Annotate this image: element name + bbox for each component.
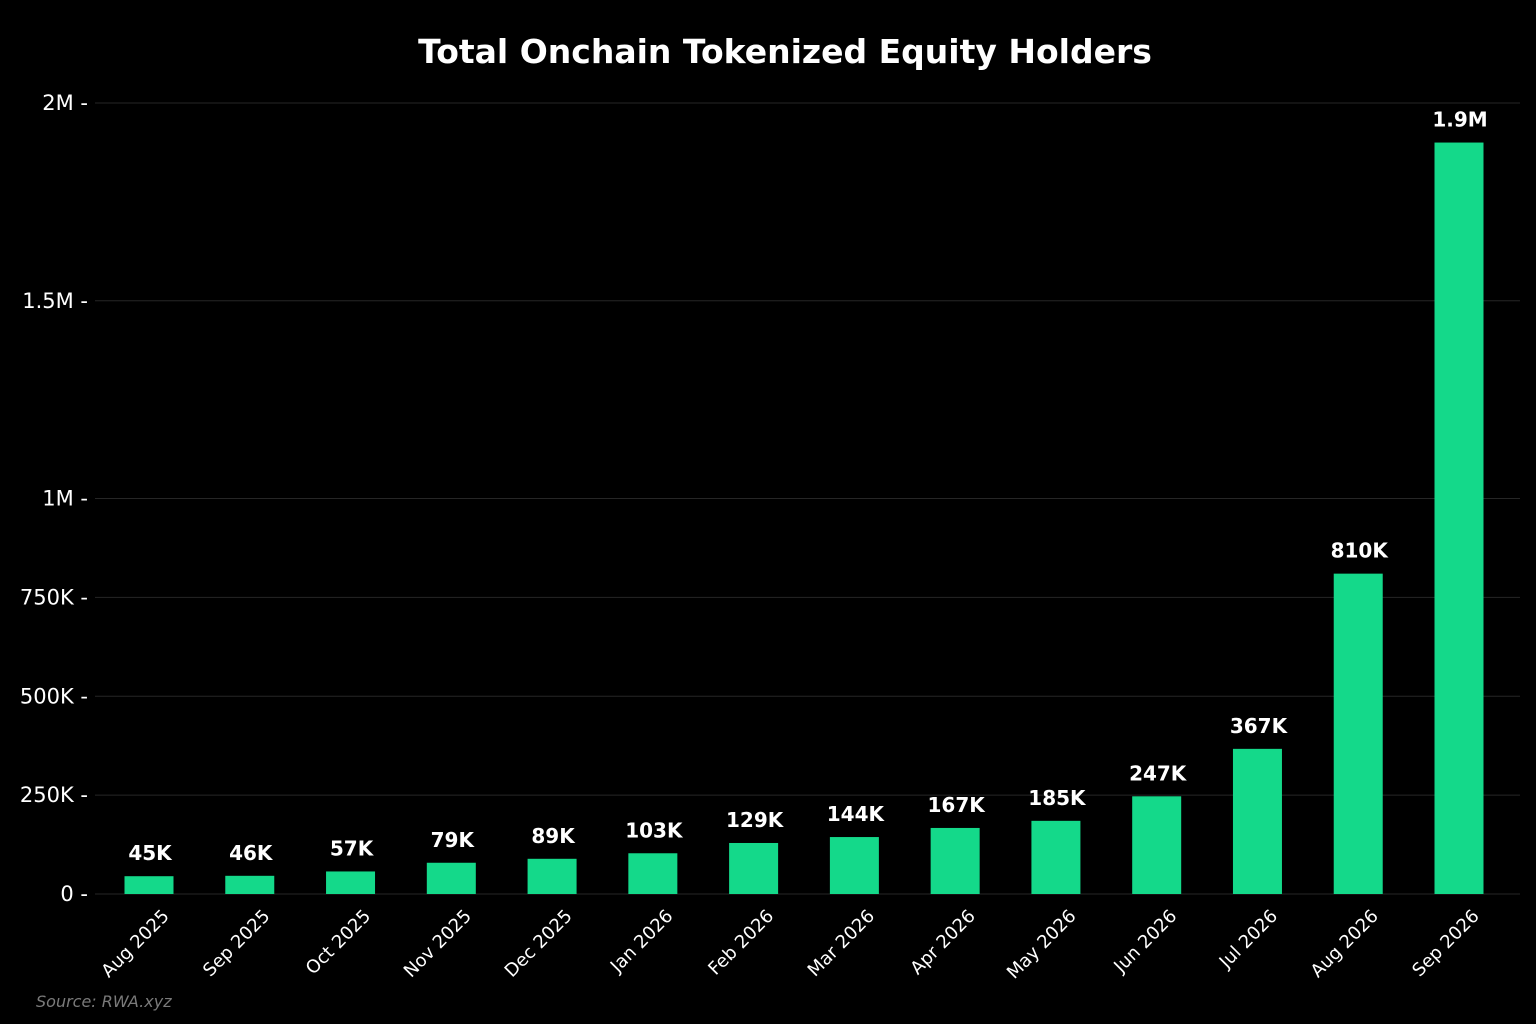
- x-tick-label: Jul 2026: [1215, 906, 1282, 973]
- x-tick-label: Sep 2026: [1408, 906, 1483, 981]
- x-tick-label: Aug 2026: [1307, 906, 1383, 982]
- x-tick-label: Dec 2025: [501, 906, 577, 982]
- bar: [326, 871, 376, 894]
- bar: [1031, 820, 1081, 894]
- y-tick-label: 750K -: [20, 585, 88, 609]
- y-tick-label: 250K -: [20, 783, 88, 807]
- x-tick-label: Sep 2025: [199, 906, 274, 981]
- x-tick-label: Feb 2026: [704, 906, 778, 980]
- bar-value-label: 103K: [625, 818, 684, 842]
- chart-title: Total Onchain Tokenized Equity Holders: [418, 32, 1152, 71]
- bar: [1333, 573, 1383, 894]
- x-tick-label: Jun 2026: [1109, 906, 1181, 978]
- bar-value-label: 367K: [1230, 714, 1289, 738]
- y-tick-label: 0 -: [60, 882, 88, 906]
- bar: [124, 876, 174, 894]
- x-tick-label: Aug 2025: [97, 906, 173, 982]
- bar-value-label: 247K: [1129, 761, 1188, 785]
- bar: [829, 837, 879, 894]
- bar-value-label: 185K: [1028, 786, 1087, 810]
- y-tick-label: 1.5M -: [22, 289, 88, 313]
- bar: [729, 842, 779, 894]
- y-tick-label: 500K -: [20, 684, 88, 708]
- bar-value-label: 57K: [330, 836, 375, 860]
- value-labels: 45K 46K 57K 79K 89K 103K 129K 144K 167K 185K 247K 3…: [128, 108, 1487, 866]
- bar-value-label: 79K: [431, 828, 476, 852]
- bar-value-label: 144K: [827, 802, 886, 826]
- bar: [1232, 748, 1282, 894]
- x-tick-label: May 2026: [1003, 906, 1081, 984]
- y-tick-label: 1M -: [42, 487, 88, 511]
- bars: [124, 142, 1484, 895]
- bar: [628, 853, 678, 894]
- bar-value-label: 89K: [531, 824, 576, 848]
- bar-value-label: 45K: [128, 841, 173, 865]
- bar: [1434, 142, 1484, 895]
- bar-value-label: 129K: [726, 808, 785, 832]
- x-tick-label: Oct 2025: [302, 906, 375, 979]
- bar: [225, 875, 275, 894]
- bar: [1132, 796, 1182, 894]
- y-axis: 0 - 250K - 500K - 750K - 1M - 1.5M - 2M -: [20, 91, 88, 906]
- bar: [426, 862, 476, 894]
- gridlines: [95, 102, 1520, 895]
- x-tick-label: Apr 2026: [906, 906, 979, 979]
- bar-value-label: 1.9M: [1432, 108, 1487, 132]
- bar-value-label: 46K: [229, 841, 274, 865]
- source-note: Source: RWA.xyz: [36, 992, 172, 1011]
- x-axis: Aug 2025 Sep 2025 Oct 2025 Nov 2025 Dec 2025…: [97, 906, 1483, 984]
- bar-value-label: 167K: [928, 793, 987, 817]
- x-tick-label: Nov 2025: [400, 906, 476, 982]
- bar-value-label: 810K: [1331, 539, 1390, 563]
- bar: [527, 858, 577, 894]
- x-tick-label: Mar 2026: [804, 906, 879, 981]
- y-tick-label: 2M -: [42, 91, 88, 115]
- x-tick-label: Jan 2026: [606, 906, 678, 978]
- bar: [930, 827, 980, 894]
